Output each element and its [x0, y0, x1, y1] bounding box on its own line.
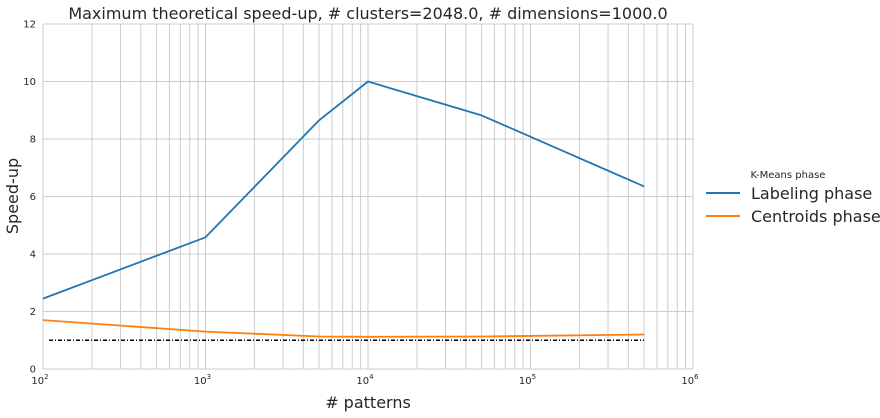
y-tick-label: 0	[30, 365, 36, 376]
y-tick-label: 4	[30, 250, 36, 261]
legend-title: K-Means phase	[751, 170, 826, 181]
plot-area: 0 2 4 6 8 10 12 102 103 104 105 106	[23, 20, 699, 388]
x-tick-label: 104	[356, 373, 374, 387]
y-axis-label: Speed-up	[3, 158, 22, 234]
x-axis-label: # patterns	[325, 393, 411, 412]
y-tick-label: 12	[23, 20, 36, 31]
y-tick-label: 8	[30, 135, 36, 146]
chart-title: Maximum theoretical speed-up, # clusters…	[68, 4, 667, 23]
series-line-labeling-phase	[42, 80, 645, 300]
series-line-centroids-phase	[42, 319, 645, 338]
legend-entry-label: Centroids phase	[751, 207, 880, 226]
x-tick-label: 105	[519, 373, 536, 387]
legend-entry-label: Labeling phase	[751, 184, 872, 203]
y-tick-label: 10	[23, 77, 36, 88]
x-tick-label: 103	[194, 373, 211, 387]
legend: K-Means phase Labeling phase Centroids ph…	[706, 170, 880, 226]
x-tick-label: 102	[31, 373, 48, 387]
x-tick-label: 106	[681, 373, 699, 387]
y-tick-label: 2	[30, 307, 36, 318]
y-tick-label: 6	[30, 192, 36, 203]
